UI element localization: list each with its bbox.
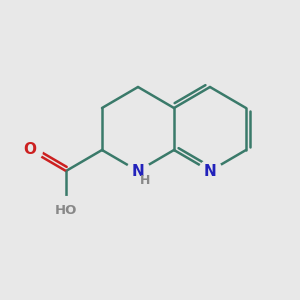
Text: N: N <box>204 164 216 178</box>
Text: O: O <box>23 142 37 158</box>
Text: HO: HO <box>55 203 77 217</box>
Text: N: N <box>132 164 144 178</box>
Text: H: H <box>140 173 151 187</box>
